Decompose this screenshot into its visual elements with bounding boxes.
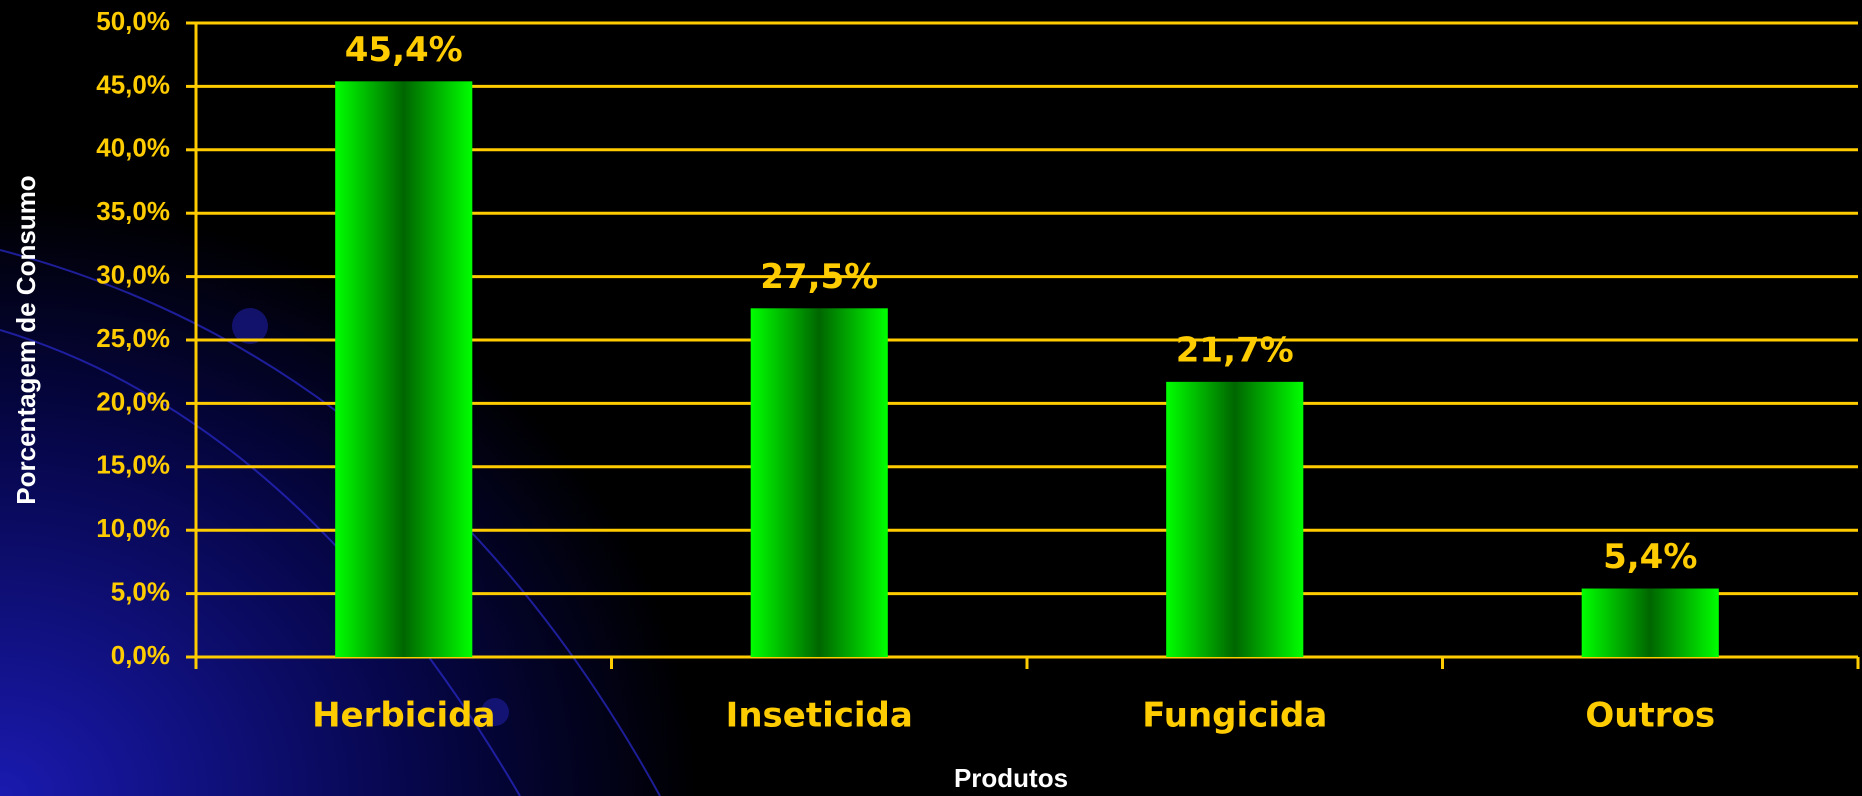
x-tick-label: Herbicida	[312, 696, 495, 736]
value-label: 21,7%	[1176, 330, 1294, 370]
value-label: 45,4%	[345, 30, 463, 70]
y-tick-label: 10,0%	[96, 513, 170, 543]
y-tick-label: 15,0%	[96, 450, 170, 480]
y-tick-label: 35,0%	[96, 196, 170, 226]
y-tick-label: 20,0%	[96, 386, 170, 416]
bar	[335, 81, 473, 657]
y-tick-label: 40,0%	[96, 133, 170, 163]
x-tick-label: Outros	[1585, 696, 1715, 736]
x-tick-label: Inseticida	[726, 696, 913, 736]
y-tick-label: 50,0%	[96, 6, 170, 36]
bar	[1166, 381, 1304, 657]
y-axis-title: Porcentagem de Consumo	[11, 175, 41, 504]
y-tick-label: 0,0%	[111, 640, 170, 670]
y-tick-label: 25,0%	[96, 323, 170, 353]
bar	[1581, 588, 1719, 657]
value-label: 5,4%	[1603, 537, 1697, 577]
bar	[750, 308, 888, 657]
y-tick-label: 45,0%	[96, 69, 170, 99]
y-tick-label: 5,0%	[111, 576, 170, 606]
y-tick-label: 30,0%	[96, 259, 170, 289]
x-axis-title: Produtos	[954, 763, 1068, 793]
x-tick-label: Fungicida	[1142, 696, 1327, 736]
value-label: 27,5%	[760, 257, 878, 297]
